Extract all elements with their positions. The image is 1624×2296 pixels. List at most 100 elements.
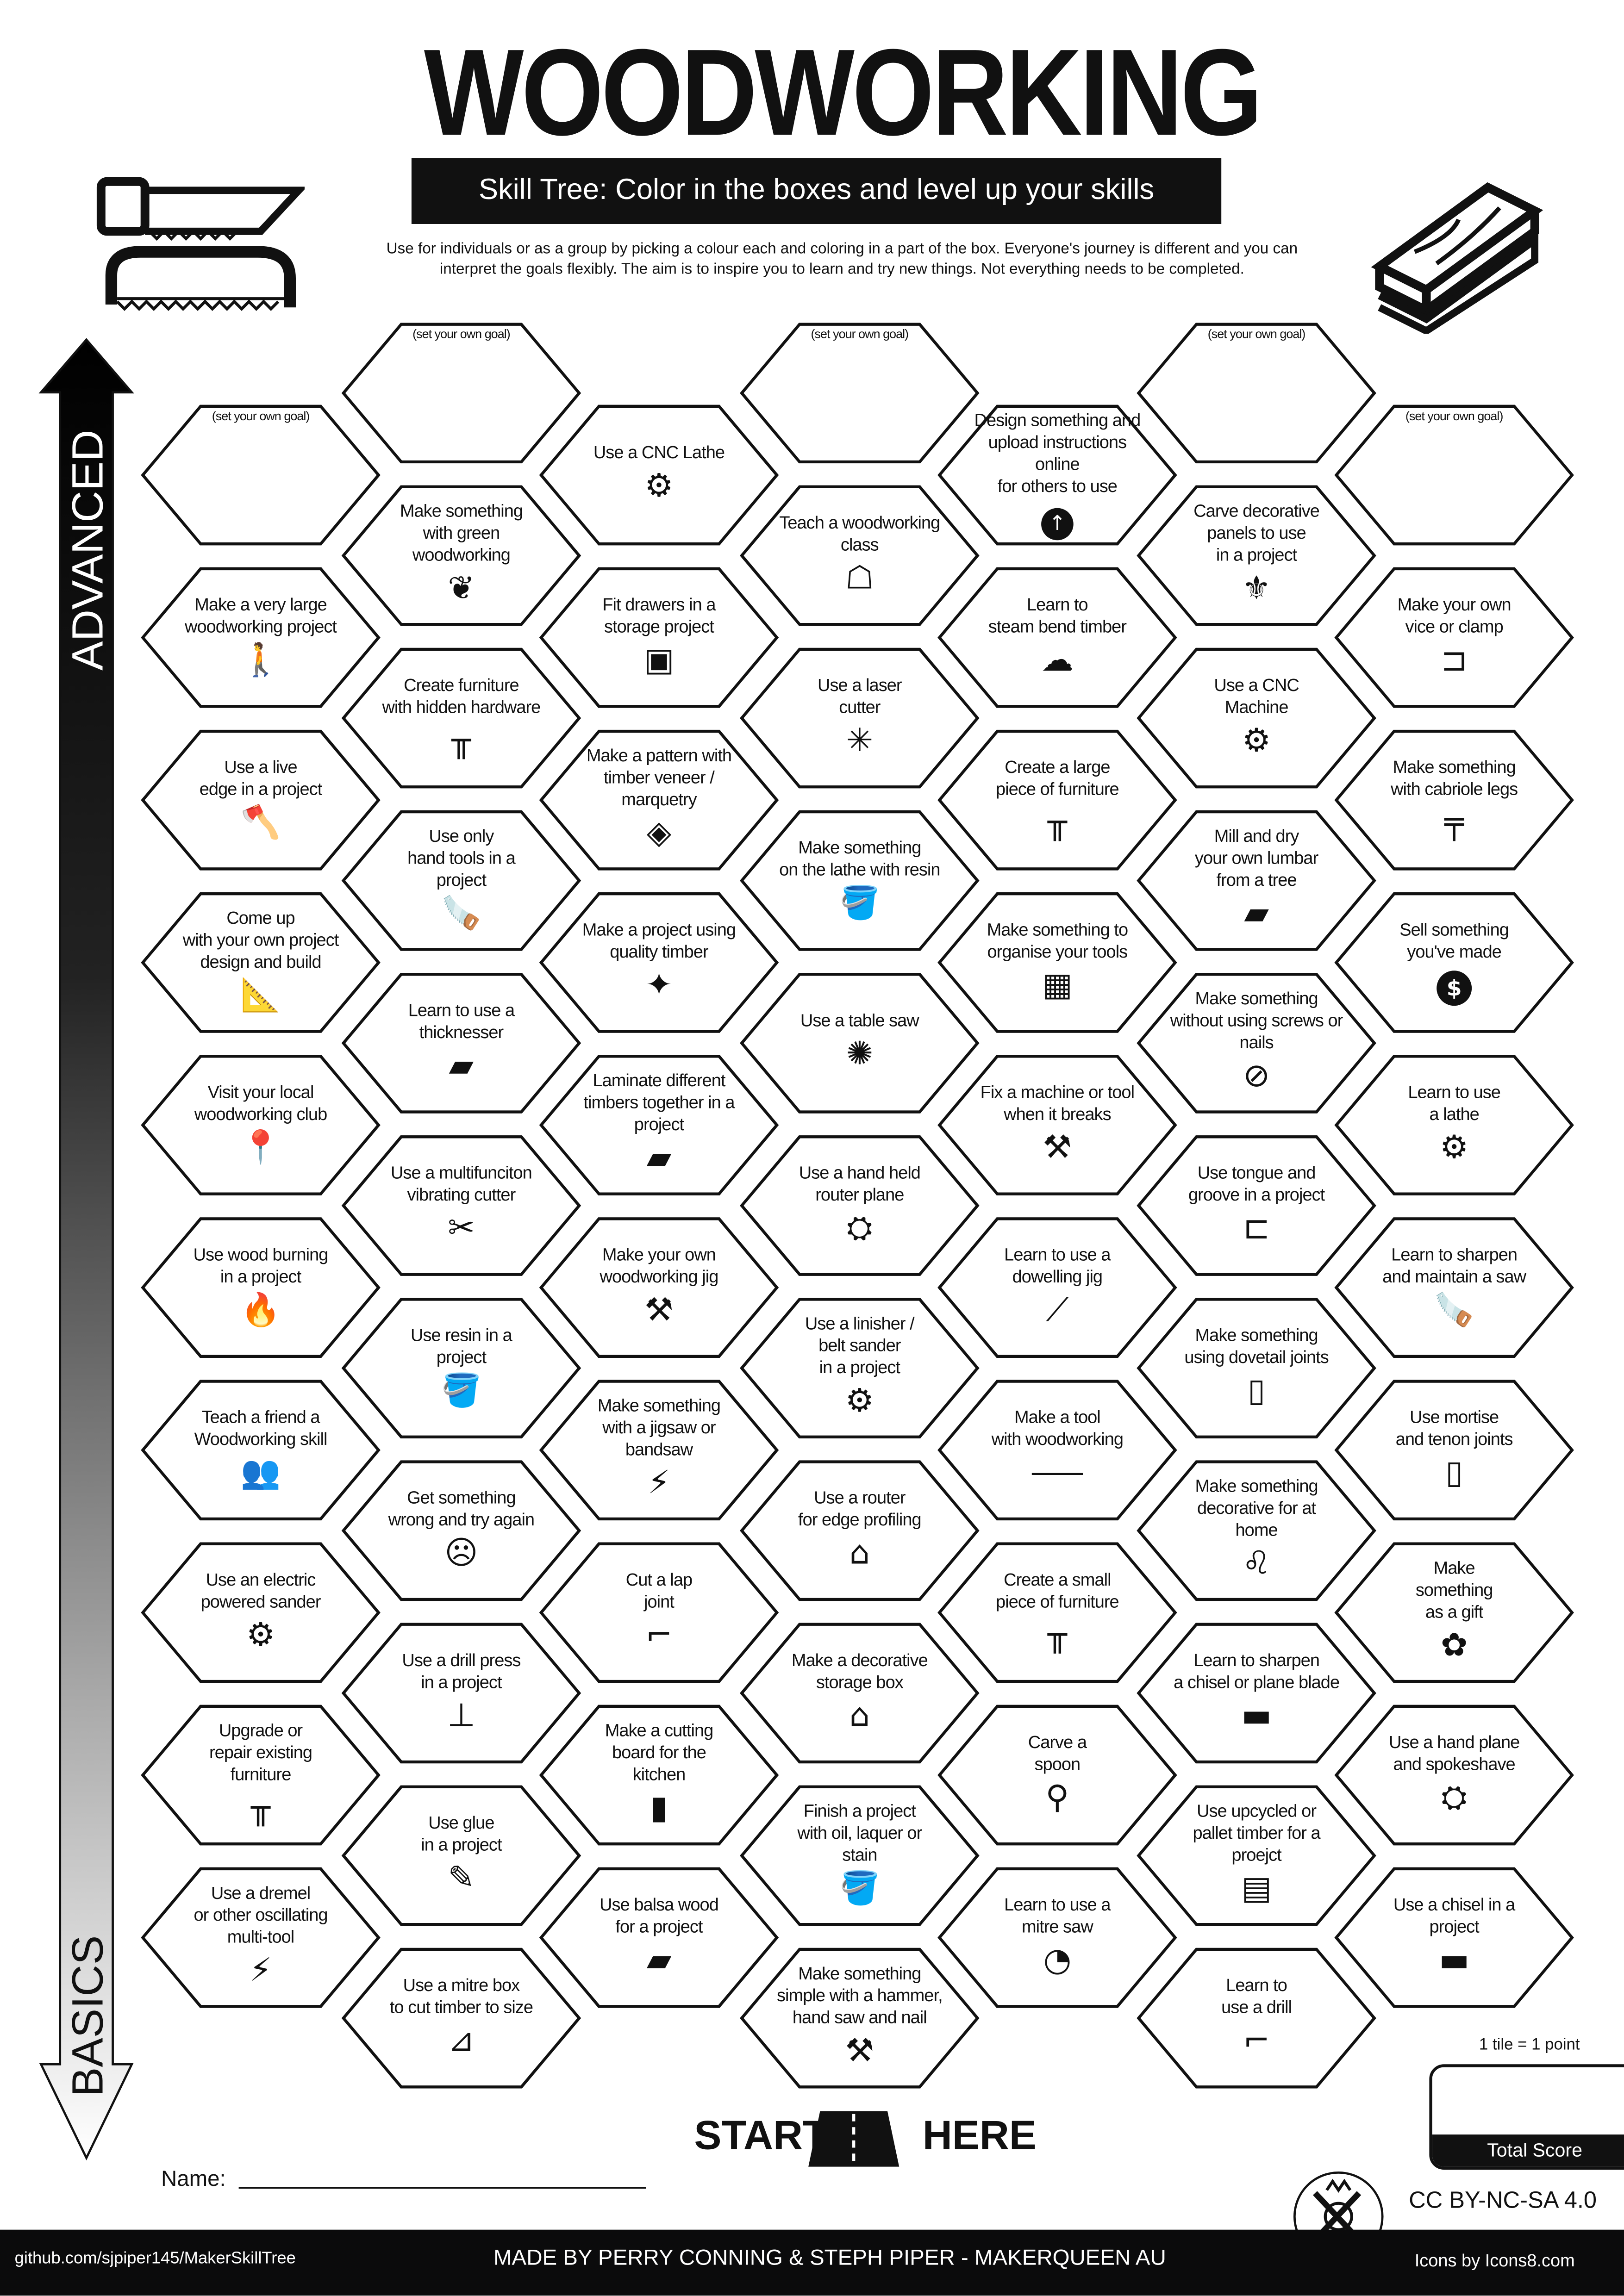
- skill-tile[interactable]: Make something as a gift ✿: [1334, 1541, 1574, 1683]
- hexagon-outline: [539, 1541, 779, 1682]
- skill-tile[interactable]: Make something decorative for at home ♌: [1137, 1459, 1377, 1601]
- skill-tile[interactable]: Make a project using quality timber ✦: [539, 891, 779, 1033]
- skill-tile[interactable]: Use a live edge in a project 🪓: [141, 728, 381, 871]
- tile-label: Make something with green woodworking: [400, 500, 523, 566]
- upload-arrow-icon: ↑: [1041, 501, 1074, 540]
- hexagon-outline: [341, 322, 581, 463]
- chisel-icon: ▬: [1439, 1942, 1470, 1979]
- hexagon-outline: [341, 1785, 581, 1925]
- skill-tile[interactable]: Learn to sharpen a chisel or plane blade…: [1137, 1621, 1377, 1763]
- skill-tile[interactable]: Use a CNC Machine ⚙: [1137, 647, 1377, 789]
- skill-tile[interactable]: Make something using dovetail joints ▯: [1137, 1296, 1377, 1438]
- skill-tile[interactable]: Upgrade or repair existing furniture ╥: [141, 1703, 381, 1845]
- skill-tile[interactable]: Make something on the lathe with resin 🪣: [739, 809, 980, 951]
- skill-tile[interactable]: Make something with a jigsaw or bandsaw ⚡: [539, 1378, 779, 1520]
- skill-tile[interactable]: Use balsa wood for a project ▰: [539, 1866, 779, 2008]
- skill-tile[interactable]: Learn to sharpen and maintain a saw 🪚: [1334, 1216, 1574, 1358]
- skill-tile[interactable]: Make a cutting board for the kitchen ▮: [539, 1703, 779, 1845]
- tile-content: Use glue in a project ✎: [374, 1784, 550, 1926]
- skill-tile[interactable]: Make a very large woodworking project 🚶: [141, 566, 381, 708]
- skill-tile[interactable]: Use a table saw ✺: [739, 971, 980, 1114]
- skill-tile[interactable]: Create a small piece of furniture ╥: [937, 1541, 1178, 1683]
- skill-tile[interactable]: Use a laser cutter ✳: [739, 647, 980, 789]
- hexagon-outline: [539, 404, 779, 545]
- skill-tile[interactable]: Come up with your own project design and…: [141, 891, 381, 1033]
- skill-tile[interactable]: Laminate different timbers together in a…: [539, 1053, 779, 1195]
- skill-tile[interactable]: Make something without using screws or n…: [1137, 971, 1377, 1114]
- total-score-box[interactable]: Total Score: [1429, 2064, 1624, 2170]
- skill-tile[interactable]: Use a router for edge profiling ⌂: [739, 1459, 980, 1601]
- tile-content: Make a pattern with timber veneer / marq…: [571, 728, 747, 871]
- person-carrying-box-icon: 🚶: [240, 642, 281, 679]
- skill-tile[interactable]: Make something with green woodworking ❦: [341, 484, 581, 626]
- hexagon-outline: [1137, 1459, 1376, 1600]
- skill-tile[interactable]: Mill and dry your own lumbar from a tree…: [1137, 809, 1377, 951]
- skill-tile[interactable]: Use resin in a project 🪣: [341, 1296, 581, 1438]
- skill-tile[interactable]: Make your own vice or clamp ⊐: [1334, 566, 1574, 708]
- skill-tile[interactable]: Learn to use a thicknesser ▰: [341, 971, 581, 1114]
- skill-tile[interactable]: Use mortise and tenon joints ▯: [1334, 1378, 1574, 1520]
- github-link[interactable]: github.com/sjpiper145/MakerSkillTree: [14, 2250, 296, 2268]
- skill-tile[interactable]: Create a large piece of furniture ╥: [937, 728, 1178, 871]
- skill-tile[interactable]: Make a decorative storage box ⌂: [739, 1621, 980, 1763]
- skill-tile[interactable]: Cut a lap joint ⌐: [539, 1541, 779, 1683]
- hexagon-outline: [937, 729, 1177, 870]
- tile-content: Use a hand plane and spokeshave ⛭: [1366, 1703, 1542, 1845]
- skill-tile-custom-goal[interactable]: (set your own goal): [141, 403, 381, 545]
- skill-tile[interactable]: Sell something you've made $: [1334, 891, 1574, 1033]
- skill-tile[interactable]: Carve a spoon ⚲: [937, 1703, 1178, 1845]
- hexagon-outline: [740, 485, 980, 625]
- tile-content: Make something as a gift ✿: [1366, 1541, 1542, 1683]
- footer-bar: github.com/sjpiper145/MakerSkillTree MAD…: [0, 2229, 1624, 2296]
- skill-tile[interactable]: Learn to use a lathe ⚙: [1334, 1053, 1574, 1195]
- skill-tile[interactable]: Use a hand held router plane ⛭: [739, 1134, 980, 1276]
- skill-tile[interactable]: Make something to organise your tools ▦: [937, 891, 1178, 1033]
- name-label: Name:: [161, 2166, 226, 2192]
- skill-tile[interactable]: Make a tool with woodworking ⸺: [937, 1378, 1178, 1520]
- skill-tile[interactable]: Learn to use a dowelling jig ⟋: [937, 1216, 1178, 1358]
- skill-tile[interactable]: Use a mitre box to cut timber to size ⊿: [341, 1947, 581, 2089]
- skill-tile[interactable]: Use a drill press in a project ⊥: [341, 1621, 581, 1763]
- skill-tile-custom-goal[interactable]: (set your own goal): [341, 321, 581, 463]
- skill-tile[interactable]: Create furniture with hidden hardware ╥: [341, 647, 581, 789]
- skill-tile[interactable]: Make something with cabriole legs ╤: [1334, 728, 1574, 871]
- skill-tile[interactable]: Use a dremel or other oscillating multi-…: [141, 1866, 381, 2008]
- skill-tile-custom-goal[interactable]: (set your own goal): [1137, 321, 1377, 463]
- skill-tile[interactable]: Use a multifunciton vibrating cutter ✂: [341, 1134, 581, 1276]
- skill-tile-custom-goal[interactable]: (set your own goal): [1334, 403, 1574, 545]
- skill-tile[interactable]: Learn to steam bend timber ☁: [937, 566, 1178, 708]
- glue-bottle-icon: ✎: [448, 1860, 475, 1897]
- skill-tile-custom-goal[interactable]: (set your own goal): [739, 321, 980, 463]
- skill-tile[interactable]: Use a CNC Lathe ⚙: [539, 403, 779, 545]
- skill-tile[interactable]: Design something and upload instructions…: [937, 403, 1178, 545]
- skill-tile[interactable]: Fit drawers in a storage project ▣: [539, 566, 779, 708]
- tile-label: Learn to use a lathe: [1408, 1081, 1501, 1124]
- skill-tile[interactable]: Finish a project with oil, laquer or sta…: [739, 1784, 980, 1926]
- skill-tile[interactable]: Carve decorative panels to use in a proj…: [1137, 484, 1377, 626]
- skill-tile[interactable]: Use only hand tools in a project 🪚: [341, 809, 581, 951]
- skill-tile[interactable]: Use a hand plane and spokeshave ⛭: [1334, 1703, 1574, 1845]
- skill-tile[interactable]: Use tongue and groove in a project ⊏: [1137, 1134, 1377, 1276]
- skill-tile[interactable]: Learn to use a mitre saw ◔: [937, 1866, 1178, 2008]
- skill-tile[interactable]: Use a linisher / belt sander in a projec…: [739, 1296, 980, 1438]
- skill-tile[interactable]: Make something simple with a hammer, han…: [739, 1947, 980, 2089]
- skill-tile[interactable]: Fix a machine or tool when it breaks ⚒: [937, 1053, 1178, 1195]
- bench-icon: ╥: [451, 722, 471, 759]
- skill-tile[interactable]: Visit your local woodworking club 📍: [141, 1053, 381, 1195]
- name-field[interactable]: [238, 2187, 646, 2189]
- skill-tile[interactable]: Get something wrong and try again ☹: [341, 1459, 581, 1601]
- skill-tile[interactable]: Use an electric powered sander ⚙: [141, 1541, 381, 1683]
- skill-tile[interactable]: Use wood burning in a project 🔥: [141, 1216, 381, 1358]
- log-axe-icon: 🪓: [240, 804, 281, 841]
- hexagon-outline: [341, 809, 581, 950]
- tile-content: Make a decorative storage box ⌂: [772, 1621, 948, 1763]
- skill-tile[interactable]: Use upcycled or pallet timber for a proe…: [1137, 1784, 1377, 1926]
- skill-tile[interactable]: Make your own woodworking jig ⚒: [539, 1216, 779, 1358]
- hexagon-outline: [539, 1867, 779, 2007]
- skill-tile[interactable]: Use a chisel in a project ▬: [1334, 1866, 1574, 2008]
- skill-tile[interactable]: Teach a friend a Woodworking skill 👥: [141, 1378, 381, 1520]
- skill-tile[interactable]: Use glue in a project ✎: [341, 1784, 581, 1926]
- skill-tile[interactable]: Teach a woodworking class ☖: [739, 484, 980, 626]
- skill-tile[interactable]: Learn to use a drill ⌐: [1137, 1947, 1377, 2089]
- skill-tile[interactable]: Make a pattern with timber veneer / marq…: [539, 728, 779, 871]
